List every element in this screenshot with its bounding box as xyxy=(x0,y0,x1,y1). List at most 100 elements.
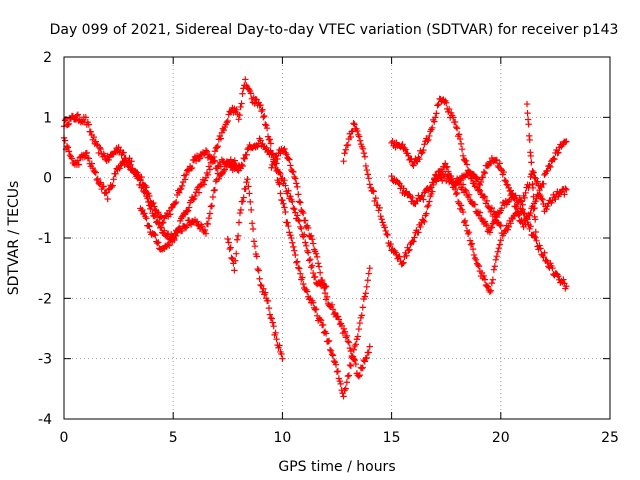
data-point xyxy=(294,258,301,265)
data-point xyxy=(214,142,222,150)
data-point xyxy=(335,316,343,323)
data-point xyxy=(265,304,273,312)
data-point xyxy=(83,149,91,157)
data-point xyxy=(141,189,148,196)
data-point xyxy=(262,121,269,128)
data-point xyxy=(286,156,293,163)
data-point xyxy=(366,181,373,188)
data-point xyxy=(420,217,427,224)
data-point xyxy=(297,199,304,206)
data-point xyxy=(249,225,257,233)
data-point xyxy=(233,250,240,257)
data-point xyxy=(455,131,463,138)
data-point xyxy=(236,209,244,217)
data-point xyxy=(363,166,371,174)
data-point xyxy=(504,226,511,233)
data-point xyxy=(319,281,327,289)
data-point xyxy=(518,198,525,205)
data-point xyxy=(285,222,292,230)
data-point xyxy=(293,180,300,187)
data-point xyxy=(254,265,261,273)
data-point xyxy=(462,187,470,195)
data-point xyxy=(161,227,168,234)
data-point xyxy=(316,269,324,276)
data-point xyxy=(239,198,246,205)
data-point xyxy=(264,297,272,305)
data-point xyxy=(345,372,353,379)
data-point xyxy=(426,132,433,140)
data-point xyxy=(289,239,296,246)
data-point xyxy=(410,162,417,169)
data-point xyxy=(237,206,245,214)
data-point xyxy=(372,194,379,202)
data-point xyxy=(90,133,97,141)
data-point xyxy=(171,200,179,207)
data-point xyxy=(247,90,255,97)
data-point xyxy=(328,301,336,308)
data-point xyxy=(279,355,286,362)
data-point xyxy=(384,231,391,239)
data-point xyxy=(421,218,428,226)
data-point xyxy=(259,106,266,113)
data-point xyxy=(523,214,530,222)
data-point xyxy=(530,200,538,207)
data-point xyxy=(332,361,340,368)
data-point xyxy=(142,188,149,195)
data-point xyxy=(364,171,372,178)
data-point xyxy=(207,203,215,210)
data-point xyxy=(365,349,372,356)
data-point xyxy=(266,136,274,143)
data-point xyxy=(302,217,309,224)
data-point xyxy=(81,153,89,161)
data-point xyxy=(544,167,551,174)
data-point xyxy=(257,281,264,289)
data-point xyxy=(263,124,271,132)
data-point xyxy=(529,184,537,192)
data-point xyxy=(183,222,191,229)
data-point xyxy=(491,263,499,270)
data-point xyxy=(318,276,326,284)
data-point xyxy=(346,344,354,352)
data-point xyxy=(425,202,432,209)
data-point xyxy=(451,185,459,193)
data-point xyxy=(376,204,383,212)
data-point xyxy=(399,260,406,267)
data-point xyxy=(170,236,178,244)
data-point xyxy=(224,235,231,243)
data-point xyxy=(356,319,364,327)
data-point xyxy=(290,243,297,251)
data-point xyxy=(434,175,441,182)
data-point xyxy=(463,161,471,168)
data-point xyxy=(563,138,570,145)
data-point xyxy=(502,177,509,185)
data-point xyxy=(562,138,569,146)
data-point xyxy=(281,204,288,211)
data-point xyxy=(344,372,352,380)
data-point xyxy=(423,210,430,217)
data-point xyxy=(522,189,529,197)
data-point xyxy=(382,227,389,235)
data-point xyxy=(420,146,427,154)
data-point xyxy=(505,223,512,231)
data-point xyxy=(532,228,539,236)
x-tick-label: 10 xyxy=(273,430,291,446)
data-point xyxy=(462,222,470,229)
data-point xyxy=(399,141,406,148)
data-point xyxy=(202,147,210,154)
data-point xyxy=(342,385,349,392)
data-point xyxy=(184,207,192,214)
x-axis-label: GPS time / hours xyxy=(278,459,395,475)
data-point xyxy=(480,193,488,200)
data-point xyxy=(434,102,441,109)
data-point xyxy=(343,332,351,340)
data-point xyxy=(306,256,314,263)
data-point xyxy=(181,176,189,183)
data-point xyxy=(294,212,301,219)
chart-title: Day 099 of 2021, Sidereal Day-to-day VTE… xyxy=(50,22,619,38)
data-point xyxy=(235,116,242,123)
data-point xyxy=(120,149,127,156)
data-point xyxy=(294,183,301,191)
data-point xyxy=(129,165,136,172)
data-point xyxy=(312,250,320,257)
